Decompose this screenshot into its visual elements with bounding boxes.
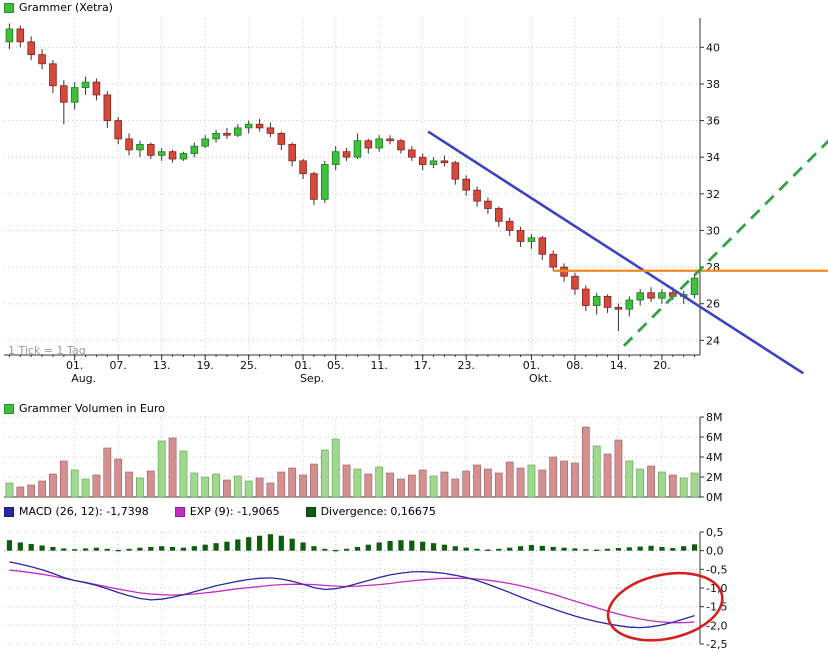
- exp-line: [9, 569, 695, 624]
- highlight-ellipse-annotation: [606, 571, 724, 642]
- volume-chart-title: Grammer Volumen in Euro: [19, 402, 165, 415]
- svg-text:01.: 01.: [66, 359, 84, 372]
- volume-legend-item: Grammer Volumen in Euro: [4, 402, 165, 415]
- price-series-swatch-icon: [4, 2, 14, 13]
- divergence-legend-item: Divergence: 0,16675: [305, 505, 436, 518]
- svg-text:20.: 20.: [653, 359, 671, 372]
- exp-line-swatch-icon: [174, 506, 185, 517]
- tick-scale-note: 1 Tick = 1 Tag: [8, 344, 86, 357]
- macd-chart-legend: MACD (26, 12): -1,7398 EXP (9): -1,9065 …: [4, 505, 462, 518]
- svg-text:07.: 07.: [109, 359, 127, 372]
- svg-text:0M: 0M: [706, 491, 723, 504]
- svg-text:8M: 8M: [706, 411, 723, 424]
- svg-text:24: 24: [706, 334, 720, 347]
- macd-line-swatch-icon: [4, 506, 14, 517]
- svg-text:38: 38: [706, 78, 720, 91]
- svg-text:13.: 13.: [153, 359, 171, 372]
- svg-text:14.: 14.: [610, 359, 628, 372]
- volume-series-swatch-icon: [4, 403, 14, 414]
- svg-text:2M: 2M: [706, 471, 723, 484]
- svg-text:19.: 19.: [196, 359, 214, 372]
- downtrend-line: [427, 130, 805, 375]
- chart-title: Grammer (Xetra): [19, 1, 113, 14]
- svg-text:0,0: 0,0: [706, 545, 724, 558]
- exp-legend-item: EXP (9): -1,9065: [174, 505, 280, 518]
- svg-text:30: 30: [706, 224, 720, 237]
- svg-text:17.: 17.: [414, 359, 432, 372]
- exp-value-label: EXP (9): -1,9065: [189, 505, 280, 518]
- svg-text:36: 36: [706, 115, 720, 128]
- svg-text:05.: 05.: [327, 359, 345, 372]
- divergence-histogram-group: [6, 534, 698, 552]
- volume-bar-chart: 8M 6M 4M 2M 0M: [4, 411, 723, 504]
- svg-text:01.: 01.: [294, 359, 312, 372]
- macd-legend-item: MACD (26, 12): -1,7398: [4, 505, 149, 518]
- svg-text:11.: 11.: [370, 359, 388, 372]
- volume-chart-legend: Grammer Volumen in Euro: [4, 402, 191, 415]
- macd-grid: [4, 531, 700, 645]
- macd-indicator-chart: 0,50,0-0,5-1,0-1,5-2,0-2,5: [4, 526, 727, 651]
- svg-text:-2,5: -2,5: [706, 638, 727, 651]
- macd-value-label: MACD (26, 12): -1,7398: [19, 505, 149, 518]
- svg-text:26: 26: [706, 298, 720, 311]
- svg-text:4M: 4M: [706, 451, 723, 464]
- svg-text:08.: 08.: [566, 359, 584, 372]
- svg-text:23.: 23.: [457, 359, 475, 372]
- price-chart-legend: Grammer (Xetra): [4, 1, 139, 14]
- svg-text:Aug.: Aug.: [71, 372, 96, 385]
- svg-text:-0,5: -0,5: [706, 563, 727, 576]
- svg-text:40: 40: [706, 41, 720, 54]
- svg-text:Okt.: Okt.: [529, 372, 552, 385]
- macd-line: [9, 561, 695, 629]
- svg-text:28: 28: [706, 261, 720, 274]
- volume-bars-group: [5, 426, 699, 498]
- svg-text:01.: 01.: [523, 359, 541, 372]
- uptrend-dashed-line: [622, 139, 828, 347]
- divergence-swatch-icon: [305, 506, 316, 517]
- svg-text:0,5: 0,5: [706, 526, 724, 539]
- divergence-value-label: Divergence: 0,16675: [320, 505, 436, 518]
- svg-text:6M: 6M: [706, 431, 723, 444]
- svg-text:-2,0: -2,0: [706, 619, 727, 632]
- svg-text:32: 32: [706, 188, 720, 201]
- svg-text:34: 34: [706, 151, 720, 164]
- candles-group: [5, 23, 699, 332]
- price-legend-item: Grammer (Xetra): [4, 1, 113, 14]
- svg-text:25.: 25.: [240, 359, 258, 372]
- svg-text:Sep.: Sep.: [300, 372, 324, 385]
